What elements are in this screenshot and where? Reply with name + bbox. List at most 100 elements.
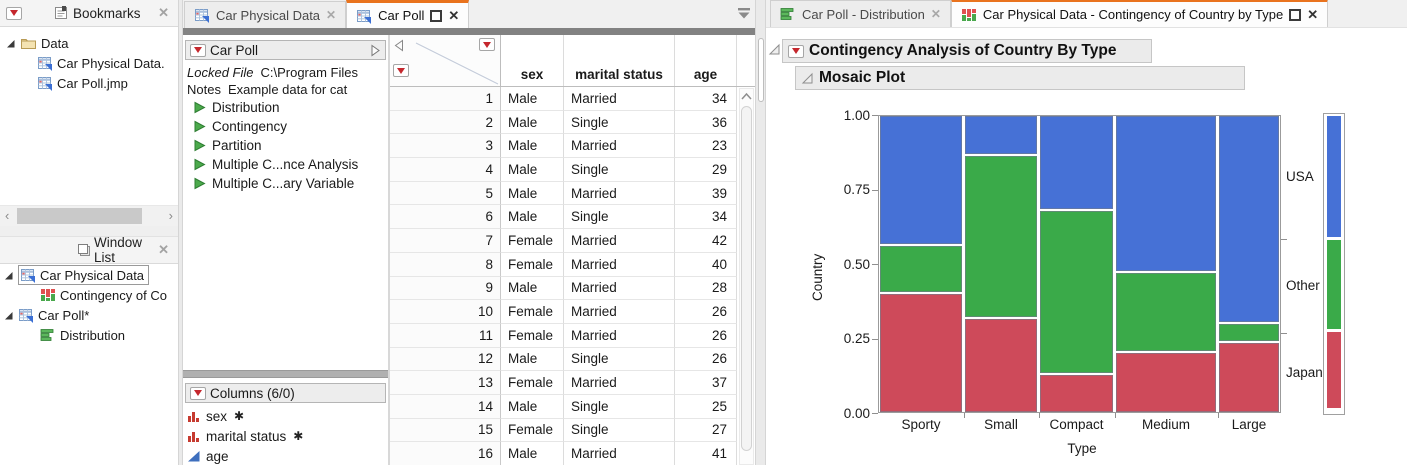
cell-sex[interactable]: Female: [501, 323, 564, 348]
expand-right-icon[interactable]: [370, 44, 381, 57]
script-play-icon[interactable]: [193, 177, 206, 190]
row-number-cell[interactable]: 14: [390, 394, 501, 419]
report-title-bar[interactable]: Contingency Analysis of Country By Type: [782, 39, 1152, 63]
mosaic-cell-sporty-usa[interactable]: [880, 116, 962, 245]
cell-age[interactable]: 26: [675, 347, 737, 372]
bookmarks-folder-row[interactable]: Data: [0, 33, 178, 53]
mosaic-cell-medium-other[interactable]: [1116, 272, 1216, 352]
disclosure-open-icon[interactable]: [801, 72, 814, 85]
row-number-cell[interactable]: 9: [390, 276, 501, 301]
column-list-item[interactable]: marital status ✱: [183, 426, 388, 446]
tree-expander-icon[interactable]: [3, 270, 14, 281]
tab-overflow-icon[interactable]: [737, 7, 751, 23]
cell-marital-status[interactable]: Married: [564, 323, 675, 348]
mosaic-cell-large-other[interactable]: [1219, 323, 1279, 342]
cell-age[interactable]: 41: [675, 442, 737, 465]
scroll-up-icon[interactable]: [740, 91, 753, 101]
row-number-cell[interactable]: 5: [390, 181, 501, 206]
table-script-item[interactable]: Multiple C...ary Variable: [183, 174, 388, 193]
script-play-icon[interactable]: [193, 139, 206, 152]
cell-age[interactable]: 23: [675, 134, 737, 159]
mosaic-cell-small-other[interactable]: [965, 155, 1037, 317]
cell-sex[interactable]: Male: [501, 110, 564, 135]
row-number-cell[interactable]: 11: [390, 323, 501, 348]
mosaic-cell-compact-japan[interactable]: [1040, 375, 1113, 412]
window-list-row[interactable]: Car Physical Data: [0, 265, 178, 285]
row-number-cell[interactable]: 15: [390, 418, 501, 443]
window-list-child-row[interactable]: Distribution: [0, 325, 178, 345]
column-header-sex[interactable]: sex: [501, 35, 564, 86]
tab-car-poll[interactable]: Car Poll ✕: [346, 0, 470, 28]
cell-sex[interactable]: Male: [501, 347, 564, 372]
row-number-cell[interactable]: 13: [390, 371, 501, 395]
cell-age[interactable]: 34: [675, 205, 737, 230]
cell-sex[interactable]: Male: [501, 276, 564, 301]
mosaic-cell-large-japan[interactable]: [1219, 343, 1279, 412]
close-tab-icon[interactable]: ✕: [448, 7, 460, 23]
column-header-age[interactable]: age: [675, 35, 737, 86]
cell-age[interactable]: 26: [675, 323, 737, 348]
table-script-item[interactable]: Multiple C...nce Analysis: [183, 155, 388, 174]
cell-sex[interactable]: Female: [501, 300, 564, 324]
tree-expander-icon[interactable]: [3, 310, 14, 321]
mosaic-cell-small-usa[interactable]: [965, 116, 1037, 154]
cell-sex[interactable]: Female: [501, 229, 564, 253]
red-triangle-menu-button[interactable]: [6, 6, 22, 20]
cell-marital-status[interactable]: Single: [564, 205, 675, 230]
cell-age[interactable]: 37: [675, 371, 737, 395]
cell-age[interactable]: 42: [675, 229, 737, 253]
script-play-icon[interactable]: [193, 101, 206, 114]
table-script-item[interactable]: Distribution: [183, 98, 388, 117]
cell-age[interactable]: 28: [675, 276, 737, 301]
cell-sex[interactable]: Female: [501, 252, 564, 277]
chevron-left-icon[interactable]: ‹: [5, 208, 10, 223]
scrollbar-thumb[interactable]: [17, 208, 142, 224]
tree-expander-icon[interactable]: [5, 38, 16, 49]
panel-splitter[interactable]: [0, 226, 178, 237]
cell-sex[interactable]: Male: [501, 205, 564, 230]
legend-segment-other[interactable]: [1327, 239, 1341, 330]
red-triangle-menu-button[interactable]: [190, 386, 206, 400]
cell-marital-status[interactable]: Single: [564, 394, 675, 419]
row-number-cell[interactable]: 4: [390, 158, 501, 182]
cell-marital-status[interactable]: Married: [564, 229, 675, 253]
chevron-right-icon[interactable]: ›: [168, 208, 173, 223]
close-tab-icon[interactable]: ✕: [1307, 6, 1319, 22]
legend-segment-japan[interactable]: [1327, 332, 1341, 409]
column-list-item[interactable]: age: [183, 446, 388, 465]
row-number-cell[interactable]: 2: [390, 110, 501, 135]
cell-sex[interactable]: Male: [501, 442, 564, 465]
row-number-cell[interactable]: 3: [390, 134, 501, 159]
cell-age[interactable]: 39: [675, 181, 737, 206]
red-triangle-menu-button[interactable]: [190, 43, 206, 57]
rows-menu-red-triangle[interactable]: [393, 64, 409, 77]
cell-sex[interactable]: Male: [501, 134, 564, 159]
bookmark-file-row[interactable]: Car Poll.jmp: [0, 73, 178, 93]
cell-marital-status[interactable]: Married: [564, 87, 675, 111]
mosaic-section-bar[interactable]: Mosaic Plot: [795, 66, 1245, 90]
bookmark-file-row[interactable]: Car Physical Data.: [0, 53, 178, 73]
maximize-tab-icon[interactable]: [430, 9, 443, 22]
cell-marital-status[interactable]: Single: [564, 347, 675, 372]
cell-age[interactable]: 36: [675, 110, 737, 135]
collapse-left-icon[interactable]: [393, 39, 405, 52]
cell-marital-status[interactable]: Married: [564, 134, 675, 159]
cell-age[interactable]: 29: [675, 158, 737, 182]
cell-marital-status[interactable]: Married: [564, 300, 675, 324]
mosaic-cell-sporty-japan[interactable]: [880, 293, 962, 412]
row-number-cell[interactable]: 7: [390, 229, 501, 253]
cell-sex[interactable]: Male: [501, 158, 564, 182]
vertical-splitter[interactable]: [178, 0, 183, 465]
cell-marital-status[interactable]: Single: [564, 418, 675, 443]
panel-splitter[interactable]: [183, 370, 388, 378]
mosaic-cell-small-japan[interactable]: [965, 318, 1037, 412]
mosaic-cell-compact-usa[interactable]: [1040, 116, 1113, 209]
cell-marital-status[interactable]: Married: [564, 181, 675, 206]
splitter-handle[interactable]: [758, 38, 764, 102]
cell-sex[interactable]: Female: [501, 418, 564, 443]
close-tab-icon[interactable]: ✕: [930, 7, 941, 21]
mosaic-cell-compact-other[interactable]: [1040, 210, 1113, 373]
legend-segment-usa[interactable]: [1327, 116, 1341, 237]
row-number-cell[interactable]: 12: [390, 347, 501, 372]
table-script-item[interactable]: Partition: [183, 136, 388, 155]
